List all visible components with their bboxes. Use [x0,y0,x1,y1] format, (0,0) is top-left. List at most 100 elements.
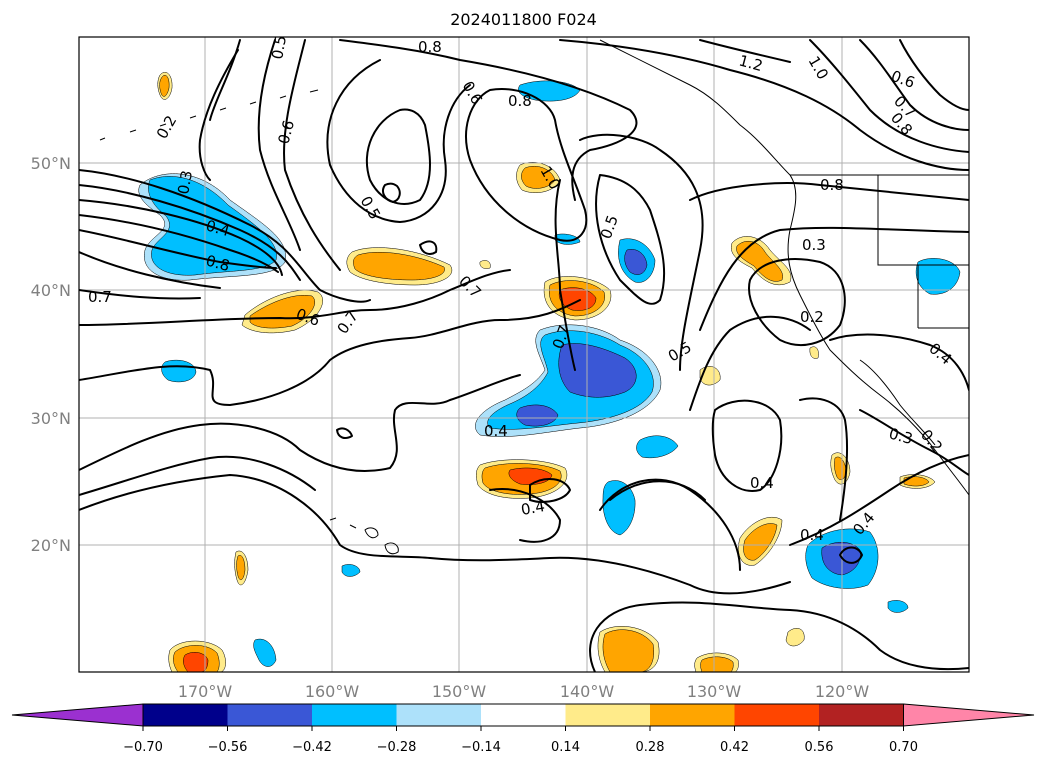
contour-label: 0.2 [800,308,824,326]
positive-anomaly-patch [521,165,556,189]
contour-line [79,199,283,276]
lon-label: 140°W [560,682,615,701]
contour-line [839,546,863,564]
contour-line [79,184,301,281]
contour-line [554,179,576,371]
contour-label: 0.5 [268,34,290,61]
contour-label: 0.4 [800,526,824,544]
map-frame [78,36,970,673]
contour-line [79,374,521,472]
colorbar-segment [312,704,397,726]
negative-anomaly-patch [253,638,277,667]
lon-label: 160°W [305,682,360,701]
contour-line [589,601,969,672]
contour-line [198,49,239,181]
contour-label: 0.3 [802,236,826,254]
contour-line [257,39,301,251]
contour-line [609,480,706,501]
contour-line [748,258,846,346]
colorbar-tick-label: −0.70 [123,740,163,755]
colorbar-tick-label: −0.14 [461,740,501,755]
contour-line [809,39,969,153]
contour-line [689,182,969,201]
contour-label: 0.3 [174,169,196,196]
colorbar-tick-label: −0.42 [292,740,332,755]
north-america-coastline [599,39,969,496]
contour-line [559,39,969,171]
contour-line [209,39,241,121]
positive-anomaly-patch [159,74,170,97]
contour-line [79,299,581,406]
contour-label: 0.4 [750,474,774,492]
coastlines [99,39,969,555]
lat-label: 20°N [31,536,71,555]
latitude-axis: 50°N 40°N 30°N 20°N [31,154,71,555]
negative-anomaly-patch [516,404,559,427]
negative-anomaly-patch [602,480,636,536]
colorbar-extend-low [11,703,144,727]
colorbar-segment [819,704,904,726]
colorbar-tick-label: −0.28 [377,740,417,755]
colorbar-tick-label: −0.56 [208,740,248,755]
colorbar-segment [481,704,566,726]
colorbar-tick-label: 0.56 [805,740,834,755]
contour-line [529,478,571,503]
colorbar-segment [734,704,819,726]
positive-anomaly-patch [479,260,491,269]
negative-anomaly-patch [554,233,581,245]
positive-anomaly-patch [602,629,654,672]
contour-label: 0.4 [204,216,232,240]
contour-line [79,269,511,326]
lat-label: 50°N [31,154,71,173]
negative-anomaly-patch [887,600,909,613]
longitude-axis: 170°W 160°W 150°W 140°W 130°W 120°W [178,682,870,701]
positive-anomaly-patch [785,628,805,647]
positive-anomaly-patch [743,523,778,561]
lon-label: 130°W [687,682,742,701]
colorbar-tick-label: 0.14 [551,740,580,755]
contour-line [859,409,969,476]
contour-label: 1.2 [737,51,765,75]
contour-label: 0.6 [274,118,298,146]
colorbar-tick-label: 0.42 [720,740,749,755]
positive-anomaly-patch [700,656,734,672]
colorbar-frame [142,703,904,727]
contour-label: 0.8 [418,38,442,56]
contour-line [595,174,666,305]
negative-anomaly-patch [341,564,361,577]
lon-label: 120°W [815,682,870,701]
contour-line [79,474,791,595]
colorbar-segment [227,704,312,726]
positive-anomaly-patch [736,240,783,282]
contour-line [711,399,783,492]
lat-label: 30°N [31,409,71,428]
contour-line [79,455,316,496]
contour-label: 0.8 [508,92,532,110]
positive-anomaly-patch [236,555,246,581]
colorbar-extend-high [903,703,1035,727]
contour-line [489,488,561,543]
contour-label: 0.3 [887,424,915,448]
map-title: 2024011800 F024 [450,10,597,29]
negative-anomaly-patch [636,435,679,459]
colorbar-tick-label: 0.28 [636,740,665,755]
contour-line [326,59,471,223]
contour-line [339,39,638,201]
contour-line [799,397,849,521]
lon-label: 150°W [432,682,487,701]
hawaii-islands [329,517,399,555]
contour-line [419,240,438,255]
map-area[interactable] [79,37,969,672]
contour-line [365,108,431,205]
contour-lines [79,39,969,672]
contour-label: 0.8 [820,176,844,194]
negative-anomaly-patch [624,249,648,275]
contour-line [465,88,588,242]
contour-label: 0.4 [520,497,547,519]
contour-label: 0.4 [484,422,508,440]
colorbar-segment [143,704,228,726]
positive-anomaly-patch [353,251,445,281]
colorbar-tick-label: 0.70 [889,740,918,755]
contour-line [79,251,221,289]
contour-line [79,214,279,273]
